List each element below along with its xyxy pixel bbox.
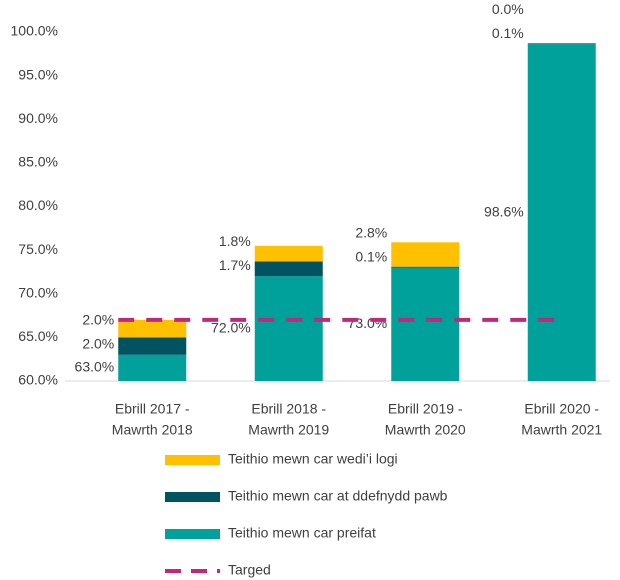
- bar-segment: [527, 44, 596, 382]
- data-label: 1.8%: [219, 233, 251, 249]
- y-tick-label: 80.0%: [18, 197, 58, 213]
- x-tick-label: Mawrth 2018: [112, 422, 193, 438]
- legend-swatch: [165, 529, 220, 539]
- bar-segment: [118, 354, 187, 381]
- x-tick-label: Ebrill 2018 -: [251, 401, 326, 417]
- data-label: 73.0%: [348, 315, 388, 331]
- legend-label: Teithio mewn car wedi’i logi: [228, 451, 398, 467]
- data-label: 1.7%: [219, 257, 251, 273]
- data-label: 2.0%: [82, 336, 114, 352]
- data-label: 72.0%: [211, 319, 251, 335]
- legend-label: Targed: [228, 562, 271, 578]
- data-label: 63.0%: [75, 359, 115, 375]
- bar-segment: [254, 261, 323, 277]
- x-tick-label: Ebrill 2020 -: [524, 401, 599, 417]
- bar-segment: [254, 245, 323, 262]
- bar-segment: [118, 337, 187, 355]
- x-tick-label: Mawrth 2021: [521, 422, 602, 438]
- y-tick-label: 90.0%: [18, 110, 58, 126]
- x-tick-label: Mawrth 2020: [385, 422, 466, 438]
- bar-segment: [391, 266, 460, 268]
- bar-segment: [391, 267, 460, 381]
- y-tick-label: 65.0%: [18, 328, 58, 344]
- data-label: 98.6%: [484, 203, 524, 219]
- data-label: 2.0%: [82, 312, 114, 328]
- y-tick-label: 95.0%: [18, 66, 58, 82]
- y-tick-label: 70.0%: [18, 284, 58, 300]
- data-label: 0.0%: [492, 1, 524, 17]
- legend-swatch: [165, 492, 220, 502]
- data-label: 0.1%: [355, 248, 387, 264]
- x-tick-label: Ebrill 2017 -: [115, 401, 190, 417]
- y-tick-label: 60.0%: [18, 372, 58, 388]
- y-tick-label: 85.0%: [18, 154, 58, 170]
- y-tick-label: 75.0%: [18, 241, 58, 257]
- bar-segment: [254, 276, 323, 381]
- legend-label: Teithio mewn car at ddefnydd pawb: [228, 488, 448, 504]
- legend-label: Teithio mewn car preifat: [228, 525, 376, 541]
- x-tick-label: Ebrill 2019 -: [388, 401, 463, 417]
- bar-segment: [527, 43, 596, 45]
- y-tick-label: 100.0%: [11, 23, 58, 39]
- x-tick-label: Mawrth 2019: [248, 422, 329, 438]
- data-label: 0.1%: [492, 25, 524, 41]
- bar-segment: [391, 242, 460, 267]
- legend-swatch: [165, 455, 220, 465]
- bar-segment: [118, 319, 187, 338]
- data-label: 2.8%: [355, 224, 387, 240]
